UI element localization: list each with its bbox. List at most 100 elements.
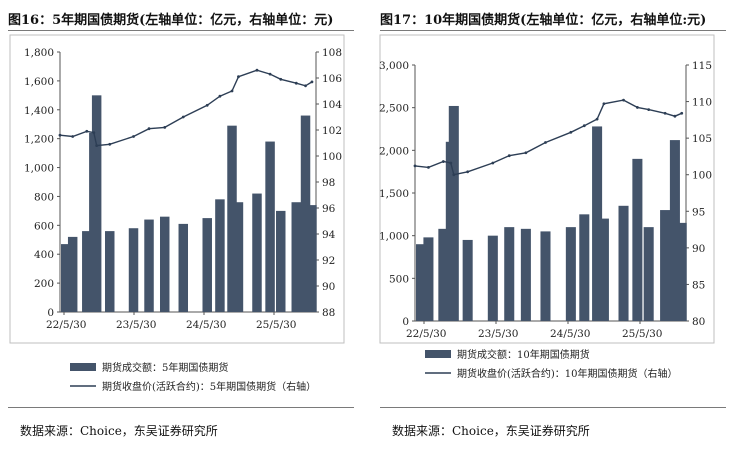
volume-bar: [598, 218, 609, 321]
title-rule: [8, 30, 354, 31]
right-tick-label: 100: [322, 151, 342, 163]
left-tick-label: 500: [389, 273, 409, 285]
volume-bar: [438, 228, 449, 321]
volume-bar: [128, 228, 139, 312]
price-line: [414, 99, 682, 176]
price-point: [108, 142, 112, 146]
price-point: [602, 102, 606, 106]
price-point: [441, 160, 445, 163]
volume-bar: [565, 227, 576, 321]
left-tick-label: 2,500: [379, 103, 409, 115]
price-point: [663, 111, 667, 115]
left-tick-label: 1,600: [24, 76, 54, 88]
volume-bar: [159, 216, 170, 312]
volume-bar: [91, 95, 102, 312]
volume-bar: [307, 205, 317, 312]
price-point: [85, 129, 89, 133]
volume-bar: [291, 202, 302, 312]
right-tick-label: 100: [692, 170, 712, 182]
source-note: 数据来源：Choice，东吴证券研究所: [20, 424, 218, 438]
chart-panel-5y: 图16：5年期国债期货(左轴单位：亿元，右轴单位：元) 0 200 400 600 80…: [8, 13, 354, 438]
legend-label-volume: 期货成交额：10年期国债期货: [457, 348, 590, 361]
price-point: [507, 154, 511, 158]
left-tick-label: 1,000: [379, 231, 409, 243]
left-tick-label: 200: [34, 278, 54, 290]
left-tick-label: 1,800: [24, 47, 54, 59]
right-tick-label: 102: [322, 125, 342, 137]
chart-title: 图16：5年期国债期货(左轴单位：亿元，右轴单位：元): [8, 13, 334, 28]
volume-bar: [276, 210, 286, 312]
price-point: [647, 108, 651, 112]
volume-bar: [540, 231, 551, 321]
left-tick-label: 2,000: [379, 145, 409, 157]
price-point: [132, 135, 135, 138]
source-note: 数据来源：Choice，东吴证券研究所: [392, 424, 590, 438]
legend-label-price: 期货收盘价(活跃合约)：10年期国债期货（右轴）: [457, 367, 678, 380]
volume-bar: [462, 239, 473, 321]
price-point: [71, 135, 75, 138]
volume-bar: [660, 210, 671, 321]
right-tick-label: 98: [322, 177, 335, 189]
price-point: [413, 164, 417, 168]
legend-label-volume: 期货成交额：5年期国债期货: [102, 361, 228, 374]
left-tick-label: 0: [402, 316, 409, 328]
price-point: [622, 98, 625, 102]
x-tick-label: 24/5/30: [550, 328, 590, 340]
right-tick-label: 92: [322, 255, 335, 267]
price-point: [294, 81, 298, 85]
left-tick-label: 0: [47, 307, 54, 319]
price-point: [92, 131, 96, 134]
price-point: [163, 126, 167, 129]
right-tick-label: 95: [692, 206, 705, 218]
legend-swatch-bar: [425, 350, 451, 358]
price-point: [147, 127, 151, 131]
volume-bar: [669, 140, 680, 321]
right-tick-label: 88: [322, 307, 335, 319]
legend-swatch-bar: [70, 363, 96, 371]
chart-title: 图17：10年期国债期货(左轴单位：亿元，右轴单位:元): [380, 13, 707, 28]
right-tick-label: 108: [322, 47, 342, 59]
price-point: [582, 124, 586, 128]
volume-bar: [178, 223, 189, 312]
price-point: [449, 161, 453, 165]
price-point: [673, 114, 677, 118]
volume-bar: [67, 236, 78, 312]
price-point: [466, 170, 470, 174]
title-rule: [380, 30, 726, 31]
left-tick-label: 3,000: [379, 60, 409, 72]
volume-bar: [105, 231, 115, 312]
right-tick-label: 105: [692, 133, 712, 145]
x-tick-label: 25/5/30: [256, 319, 296, 331]
legend-label-price: 期货收盘价(活跃合约)：5年期国债期货（右轴）: [102, 380, 316, 393]
price-point: [427, 166, 430, 169]
right-tick-label: 110: [692, 97, 712, 109]
right-tick-label: 104: [322, 99, 342, 111]
volume-bar: [416, 244, 427, 321]
price-point: [595, 117, 599, 121]
price-point: [279, 77, 283, 81]
volume-bar: [448, 105, 459, 322]
price-point: [268, 72, 272, 76]
right-tick-label: 90: [322, 281, 335, 293]
right-tick-label: 96: [322, 203, 336, 215]
x-tick-label: 22/5/30: [46, 319, 86, 331]
x-tick-label: 22/5/30: [406, 328, 446, 340]
chart-svg-5y: 0 200 400 600 800 1,000 1,200 1,400 1,600 1,800 88…: [9, 34, 345, 393]
right-tick-label: 94: [322, 229, 336, 241]
left-tick-label: 400: [34, 249, 54, 261]
price-line: [59, 69, 313, 147]
volume-bar: [61, 244, 71, 312]
chart-frame: [9, 34, 345, 344]
volume-bar: [215, 199, 225, 312]
right-tick-label: 115: [692, 60, 712, 72]
right-tick-label: 80: [692, 316, 705, 328]
source-rule: [8, 407, 354, 408]
price-point: [181, 115, 185, 119]
price-point: [255, 68, 259, 72]
left-tick-label: 600: [34, 220, 54, 232]
left-tick-label: 1,400: [24, 105, 54, 117]
source-rule: [380, 407, 726, 408]
volume-bar: [252, 193, 262, 312]
chart-frame: [379, 34, 715, 344]
volume-bar: [227, 125, 237, 313]
